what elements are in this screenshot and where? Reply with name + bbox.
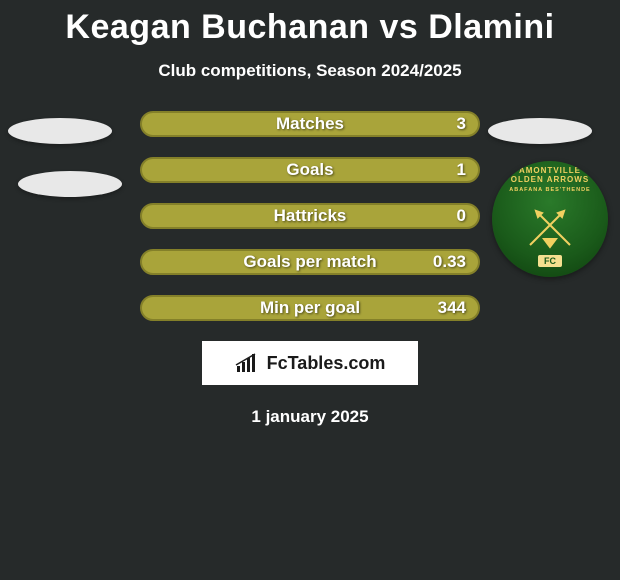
stat-value: 1 <box>457 160 466 180</box>
stat-bar-hattricks: Hattricks 0 <box>140 203 480 229</box>
stat-value: 0 <box>457 206 466 226</box>
badge-arrows-icon <box>520 195 580 255</box>
badge-fc-label: FC <box>538 255 562 267</box>
brand-logo[interactable]: FcTables.com <box>202 341 418 385</box>
badge-text-top: AMONTVILLE OLDEN ARROWS ABAFANA BES'THEN… <box>509 167 590 193</box>
stat-label: Hattricks <box>274 206 347 226</box>
badge-line2: OLDEN ARROWS <box>511 175 589 184</box>
bar-chart-icon <box>235 352 261 374</box>
stat-label: Goals <box>286 160 333 180</box>
stat-bar-gpm: Goals per match 0.33 <box>140 249 480 275</box>
club-badge: AMONTVILLE OLDEN ARROWS ABAFANA BES'THEN… <box>492 161 608 277</box>
content-area: AMONTVILLE OLDEN ARROWS ABAFANA BES'THEN… <box>0 111 620 427</box>
player-placeholder-left-1 <box>8 118 112 144</box>
stat-label: Matches <box>276 114 344 134</box>
stat-value: 3 <box>457 114 466 134</box>
player-placeholder-right <box>488 118 592 144</box>
stat-bar-goals: Goals 1 <box>140 157 480 183</box>
badge-line1: AMONTVILLE <box>519 166 581 175</box>
stat-label: Goals per match <box>243 252 376 272</box>
stat-value: 344 <box>438 298 466 318</box>
comparison-card: Keagan Buchanan vs Dlamini Club competit… <box>0 0 620 427</box>
stat-bars: Matches 3 Goals 1 Hattricks 0 Goals per … <box>140 111 480 321</box>
subtitle: Club competitions, Season 2024/2025 <box>0 61 620 81</box>
page-title: Keagan Buchanan vs Dlamini <box>0 8 620 47</box>
stat-bar-mpg: Min per goal 344 <box>140 295 480 321</box>
date-label: 1 january 2025 <box>0 407 620 427</box>
player-placeholder-left-2 <box>18 171 122 197</box>
stat-value: 0.33 <box>433 252 466 272</box>
stat-label: Min per goal <box>260 298 360 318</box>
badge-line3: ABAFANA BES'THENDE <box>509 187 590 193</box>
stat-bar-matches: Matches 3 <box>140 111 480 137</box>
brand-text: FcTables.com <box>267 353 386 374</box>
